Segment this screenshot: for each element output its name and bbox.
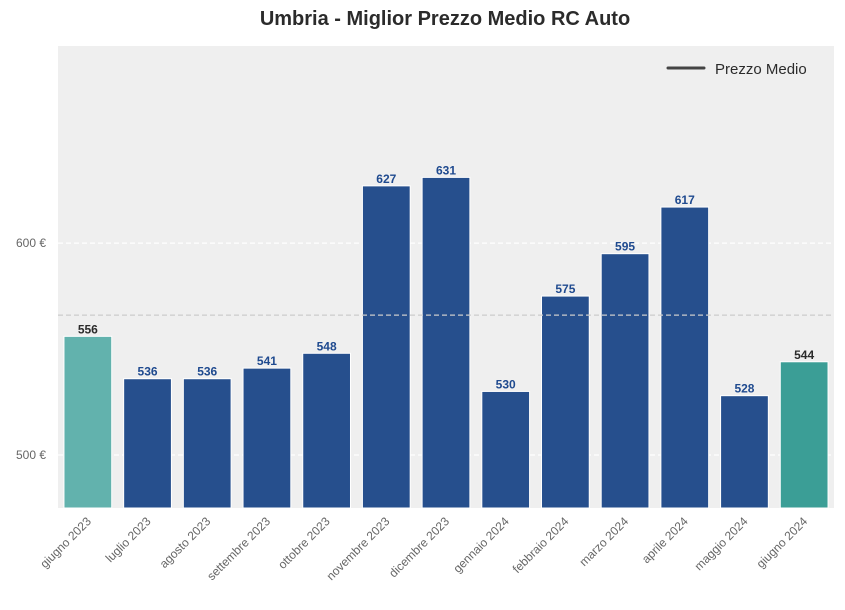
bar-8: [481, 390, 531, 509]
x-tick-label-4: settembre 2023: [204, 514, 273, 583]
x-tick-label-13: giugno 2024: [754, 514, 811, 571]
data-labels: 556 536 536 541 548 627 631 530 575 595 617 528 544: [78, 163, 815, 395]
x-tick-label-9: febbraio 2024: [510, 514, 572, 576]
bar-7: [421, 176, 471, 509]
x-tick-label-11: aprile 2024: [639, 514, 691, 566]
y-tick-label-500: 500 €: [16, 448, 46, 462]
y-axis-ticks: 500 € 600 €: [16, 236, 46, 462]
data-label-6: 627: [376, 172, 396, 186]
bars: [63, 176, 829, 509]
data-label-10: 595: [615, 240, 635, 254]
data-label-3: 536: [197, 365, 217, 379]
x-tick-label-2: luglio 2023: [103, 514, 154, 565]
legend: Prezzo Medio: [666, 61, 807, 78]
bar-9: [541, 295, 590, 509]
data-label-11: 617: [675, 193, 695, 207]
bar-6: [361, 185, 411, 509]
legend-label-prezzo-medio: Prezzo Medio: [715, 61, 807, 78]
y-tick-label-600: 600 €: [16, 236, 46, 250]
data-label-7: 631: [436, 163, 456, 177]
data-label-9: 575: [555, 282, 575, 296]
chart-title: Umbria - Miglior Prezzo Medio RC Auto: [260, 8, 630, 30]
x-tick-label-3: agosto 2023: [157, 514, 214, 571]
bar-4: [242, 367, 292, 509]
data-label-8: 530: [496, 377, 516, 391]
bar-11: [660, 206, 710, 509]
bar-13: [779, 361, 829, 509]
x-tick-label-5: ottobre 2023: [275, 514, 333, 572]
x-tick-label-6: novembre 2023: [324, 514, 393, 583]
data-label-4: 541: [257, 354, 277, 368]
data-label-13: 544: [794, 348, 814, 362]
data-label-2: 536: [138, 365, 158, 379]
x-tick-label-8: gennaio 2024: [450, 514, 512, 576]
bar-10: [600, 253, 650, 509]
x-axis-ticks: giugno 2023 luglio 2023 agosto 2023settemb…: [37, 514, 810, 583]
bar-2: [123, 378, 172, 509]
x-tick-label-10: marzo 2024: [576, 514, 631, 569]
data-label-1: 556: [78, 322, 98, 336]
bar-3: [182, 378, 232, 509]
bar-5: [302, 352, 351, 509]
bar-12: [720, 395, 769, 509]
x-tick-label-12: maggio 2024: [692, 514, 751, 573]
x-tick-label-7: dicembre 2023: [386, 514, 452, 580]
bar-1: [63, 335, 113, 509]
data-label-5: 548: [317, 339, 337, 353]
x-tick-label-1: giugno 2023: [37, 514, 94, 571]
data-label-12: 528: [734, 382, 754, 396]
